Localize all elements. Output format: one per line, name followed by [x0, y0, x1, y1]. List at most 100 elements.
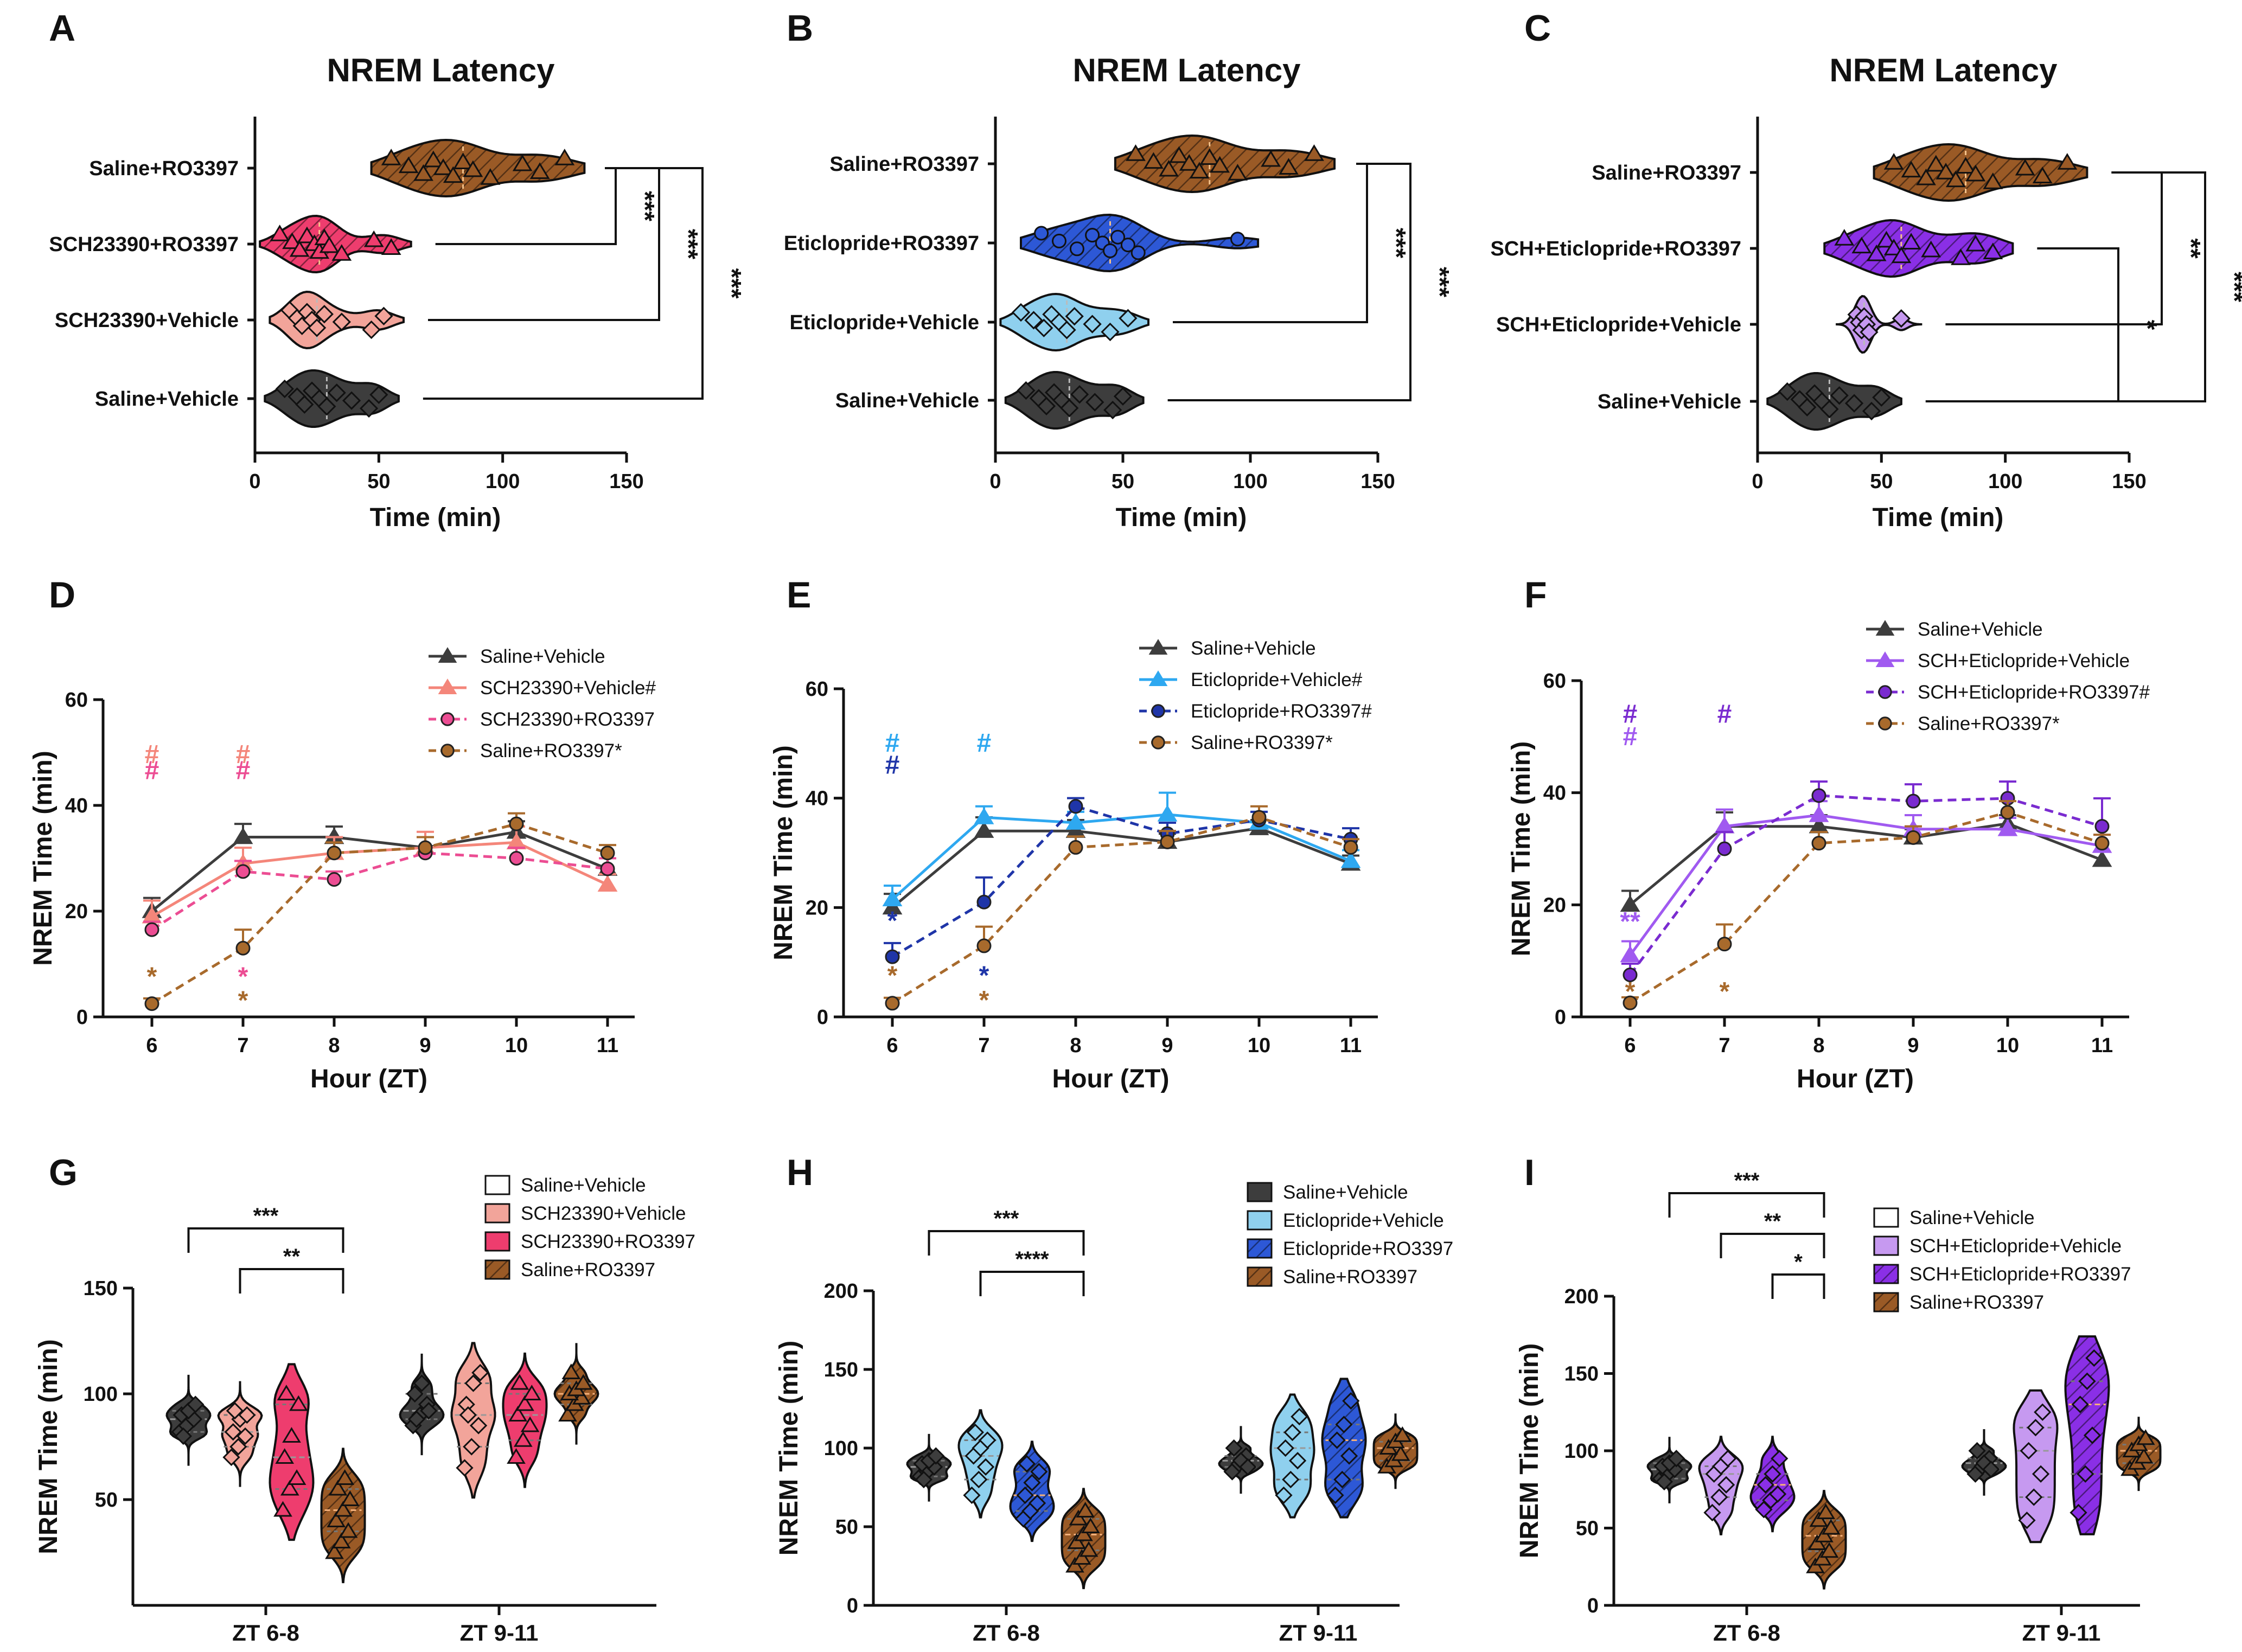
data-point: [2032, 1465, 2050, 1483]
data-point: [469, 1417, 488, 1435]
x-axis-label: Time (min): [370, 503, 501, 532]
significance-label: ***: [2220, 272, 2242, 302]
data-point: [1668, 1450, 1685, 1468]
group-label: SCH23390+Vehicle: [55, 309, 239, 332]
y-tick-label: 100: [84, 1383, 118, 1406]
legend-label: Eticlopride+Vehicle: [1283, 1210, 1444, 1231]
legend-label: SCH+Eticlopride+RO3397: [1909, 1264, 2131, 1285]
significance-mark: #: [885, 751, 900, 779]
data-point: [1851, 236, 1872, 254]
data-point: [331, 244, 352, 261]
data-point: [2092, 850, 2112, 867]
legend-label: SCH23390+RO3397: [480, 709, 655, 730]
data-point: [510, 1374, 529, 1390]
legend-marker: [1878, 685, 1892, 699]
data-point: [1393, 1426, 1412, 1442]
significance-mark: #: [885, 729, 900, 758]
data-point: [1926, 155, 1946, 172]
series-line: [1629, 822, 2103, 906]
legend-label: Saline+Vehicle: [1918, 619, 2043, 640]
data-point: [335, 1469, 355, 1485]
data-point: [433, 158, 453, 175]
legend-marker: [438, 678, 457, 694]
significance-label: ***: [253, 1204, 279, 1228]
data-point: [2094, 836, 2110, 851]
panel-f: 0 20 40 60 6 7 8 9 10 11 Hour (ZT) NREM Time (min) S…: [1507, 619, 2150, 1093]
data-point: [1179, 154, 1199, 171]
legend-label: Eticlopride+RO3397#: [1191, 701, 1372, 722]
data-point: [1343, 840, 1358, 855]
panel-letter-d: D: [49, 574, 75, 616]
significance-label: *: [1794, 1250, 1803, 1274]
data-point: [1076, 1502, 1095, 1517]
significance-mark: #: [236, 740, 251, 769]
data-point: [1130, 245, 1146, 260]
data-point: [1809, 805, 1829, 822]
data-point: [1065, 813, 1086, 830]
legend-swatch: [484, 1259, 510, 1280]
legend-label: Saline+RO3397*: [1918, 713, 2060, 734]
data-point: [2071, 1395, 2089, 1413]
significance-label: **: [2176, 238, 2205, 259]
data-point: [1862, 401, 1881, 421]
data-point: [297, 226, 317, 244]
data-point: [420, 1402, 438, 1420]
data-point: [1901, 233, 1921, 249]
data-point: [1997, 819, 2018, 836]
data-point: [1956, 157, 1976, 174]
group-label: Saline+RO3397: [89, 157, 239, 180]
y-tick-label: 40: [1543, 782, 1566, 805]
group-label: Saline+RO3397: [829, 153, 979, 176]
series-line: [151, 851, 608, 931]
data-point: [423, 150, 444, 168]
legend-marker: [438, 647, 457, 663]
data-point: [974, 821, 994, 838]
legend-label: Saline+RO3397: [1909, 1292, 2044, 1313]
data-point: [1113, 387, 1133, 406]
data-point: [2077, 1465, 2094, 1483]
data-point: [1710, 1488, 1728, 1506]
x-axis-label: Hour (ZT): [1797, 1065, 1914, 1093]
x-tick-label: 0: [989, 470, 1001, 493]
data-point: [561, 1363, 581, 1379]
data-point: [1085, 228, 1100, 243]
x-tick-label: 50: [1870, 470, 1893, 493]
group-label: Saline+Vehicle: [1598, 390, 1741, 413]
data-point: [317, 397, 336, 416]
data-point: [1906, 793, 1921, 809]
data-point: [2085, 1349, 2103, 1367]
data-point: [976, 938, 992, 953]
data-point: [1065, 1557, 1084, 1573]
significance-bracket: [1720, 1233, 1825, 1258]
data-point: [2069, 1503, 2087, 1522]
data-point: [2027, 1419, 2045, 1437]
data-point: [1251, 810, 1267, 825]
data-point: [522, 1385, 541, 1400]
legend-label: SCH23390+Vehicle#: [480, 677, 656, 699]
legend-label: Saline+Vehicle: [521, 1175, 646, 1196]
y-tick-label: 50: [1576, 1517, 1599, 1540]
violin: [1873, 143, 2088, 202]
legend-swatch: [1873, 1292, 1899, 1312]
significance-mark: #: [1717, 700, 1732, 729]
data-point: [513, 1431, 533, 1447]
x-tick-label: 100: [1988, 470, 2022, 493]
data-point: [282, 232, 302, 249]
data-point: [270, 225, 290, 241]
data-point: [1830, 386, 1849, 405]
panel-title: NREM Latency: [1829, 52, 2058, 88]
group-label: Eticlopride+RO3397: [784, 232, 979, 255]
group-label: Saline+Vehicle: [95, 388, 239, 411]
panel-a: NREM Latency 0 50 100 150 Time (min) Saline+RO…: [49, 52, 746, 532]
data-point: [882, 889, 903, 906]
data-point: [144, 922, 159, 937]
y-tick-label: 20: [806, 897, 828, 919]
panel-i: 0 50 100 150 200 NREM Time (min) ZT 6-8 ZT 9-11…: [1515, 1169, 2162, 1645]
category-label: ZT 9-11: [1279, 1620, 1358, 1645]
data-point: [1034, 318, 1053, 337]
data-point: [327, 1512, 346, 1527]
data-point: [1068, 840, 1083, 855]
data-point: [1768, 1485, 1787, 1503]
x-tick-label: 9: [1907, 1034, 1919, 1057]
y-tick-label: 0: [1587, 1595, 1599, 1617]
